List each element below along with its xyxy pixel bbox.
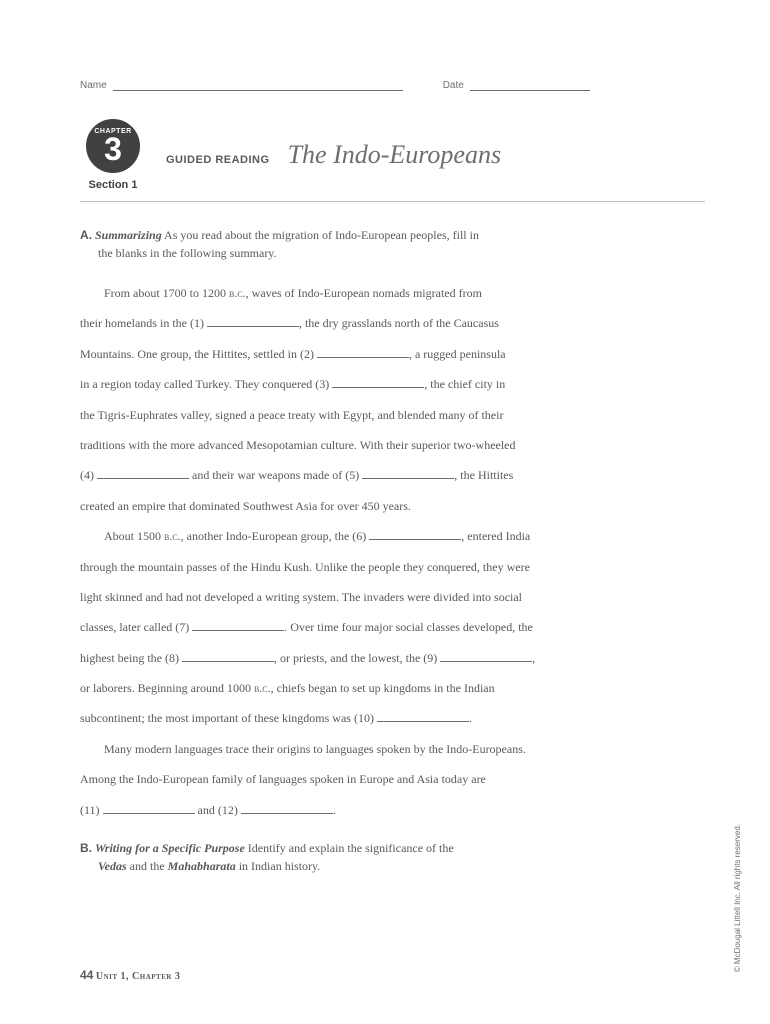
section-b-text1: Identify and explain the significance of… xyxy=(248,841,454,855)
intro-text-2: the blanks in the following summary. xyxy=(80,244,705,262)
main-title: The Indo-Europeans xyxy=(288,140,502,170)
section-a-intro: A. Summarizing As you read about the mig… xyxy=(80,226,705,262)
divider-line xyxy=(80,201,705,202)
date-label: Date xyxy=(443,80,464,91)
date-field-group: Date xyxy=(443,80,590,91)
para-9: About 1500 b.c., another Indo-European g… xyxy=(80,523,705,549)
para-15: subcontinent; the most important of thes… xyxy=(80,705,705,731)
para-2: their homelands in the (1) , the dry gra… xyxy=(80,310,705,336)
para-5: the Tigris-Euphrates valley, signed a pe… xyxy=(80,402,705,428)
para-13: highest being the (8) , or priests, and … xyxy=(80,645,705,671)
blank-1[interactable] xyxy=(207,326,299,327)
para-14: or laborers. Beginning around 1000 b.c.,… xyxy=(80,675,705,701)
mahabharata-term: Mahabharata xyxy=(168,859,236,873)
blank-3[interactable] xyxy=(332,387,424,388)
para-4: in a region today called Turkey. They co… xyxy=(80,371,705,397)
para-6: traditions with the more advanced Mesopo… xyxy=(80,432,705,458)
blank-10[interactable] xyxy=(377,721,469,722)
blank-9[interactable] xyxy=(440,661,532,662)
blank-4[interactable] xyxy=(97,478,189,479)
para-11: light skinned and had not developed a wr… xyxy=(80,584,705,610)
guided-reading-label: GUIDED READING xyxy=(166,154,270,166)
section-b: B. Writing for a Specific Purpose Identi… xyxy=(80,839,705,875)
blank-11[interactable] xyxy=(103,813,195,814)
section-b-title: Writing for a Specific Purpose xyxy=(95,841,245,855)
para-8: created an empire that dominated Southwe… xyxy=(80,493,705,519)
blank-7[interactable] xyxy=(192,630,284,631)
para-16: Many modern languages trace their origin… xyxy=(80,736,705,762)
copyright-text: © McDougal Littell Inc. All rights reser… xyxy=(733,824,742,972)
section-a: A. Summarizing As you read about the mig… xyxy=(80,226,705,823)
section-label: Section 1 xyxy=(80,179,146,191)
name-field-group: Name xyxy=(80,80,403,91)
summary-body: From about 1700 to 1200 b.c., waves of I… xyxy=(80,280,705,823)
para-17: Among the Indo-European family of langua… xyxy=(80,766,705,792)
date-input-line[interactable] xyxy=(470,90,590,91)
name-input-line[interactable] xyxy=(113,90,403,91)
chapter-number: 3 xyxy=(104,135,122,164)
unit-label: Unit 1, Chapter 3 xyxy=(96,971,181,982)
page-number: 44 xyxy=(80,968,93,982)
section-a-title: Summarizing xyxy=(95,228,162,242)
blank-8[interactable] xyxy=(182,661,274,662)
section-b-line2: Vedas and the Mahabharata in Indian hist… xyxy=(80,857,705,875)
intro-text-1: As you read about the migration of Indo-… xyxy=(164,228,479,242)
vedas-term: Vedas xyxy=(98,859,127,873)
para-3: Mountains. One group, the Hittites, sett… xyxy=(80,341,705,367)
section-a-label: A. xyxy=(80,228,92,242)
section-b-label: B. xyxy=(80,841,92,855)
name-label: Name xyxy=(80,80,107,91)
chapter-badge: CHAPTER 3 Section 1 xyxy=(80,119,146,191)
chapter-circle: CHAPTER 3 xyxy=(86,119,140,173)
blank-5[interactable] xyxy=(362,478,454,479)
name-date-header: Name Date xyxy=(80,80,705,91)
blank-12[interactable] xyxy=(241,813,333,814)
para-12: classes, later called (7) . Over time fo… xyxy=(80,614,705,640)
blank-2[interactable] xyxy=(317,357,409,358)
chapter-header: CHAPTER 3 Section 1 GUIDED READING The I… xyxy=(80,119,705,191)
page-footer: 44 Unit 1, Chapter 3 xyxy=(80,968,180,982)
para-18: (11) and (12) . xyxy=(80,797,705,823)
blank-6[interactable] xyxy=(369,539,461,540)
para-10: through the mountain passes of the Hindu… xyxy=(80,554,705,580)
title-block: GUIDED READING The Indo-Europeans xyxy=(166,140,501,170)
para-1: From about 1700 to 1200 b.c., waves of I… xyxy=(80,280,705,306)
para-7: (4) and their war weapons made of (5) , … xyxy=(80,462,705,488)
